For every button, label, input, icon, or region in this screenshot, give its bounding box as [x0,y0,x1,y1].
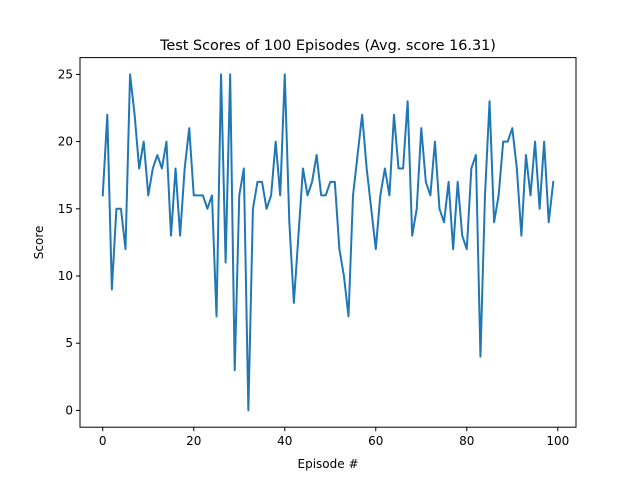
series-layer [101,73,555,412]
x-tick-label: 20 [186,434,201,448]
x-tick-label: 0 [99,434,107,448]
y-tick-label: 20 [58,135,73,149]
y-axis: 0 5 10 15 20 25 [58,67,80,417]
y-tick-label: 5 [65,336,73,350]
x-tick-label: 100 [546,434,569,448]
y-axis-title: Score [32,226,46,260]
x-tick-label: 40 [277,434,292,448]
x-tick-label: 80 [459,434,474,448]
y-tick-label: 15 [58,202,73,216]
x-axis-title: Episode # [298,457,359,471]
x-tick-label: 60 [368,434,383,448]
y-tick-label: 0 [65,403,73,417]
y-tick-label: 25 [58,67,73,81]
y-tick-label: 10 [58,269,73,283]
series-line [101,73,555,412]
plot-area-frame [79,57,577,428]
x-axis: 0 20 40 60 80 100 [99,427,569,448]
chart-title: Test Scores of 100 Episodes (Avg. score … [159,38,496,54]
